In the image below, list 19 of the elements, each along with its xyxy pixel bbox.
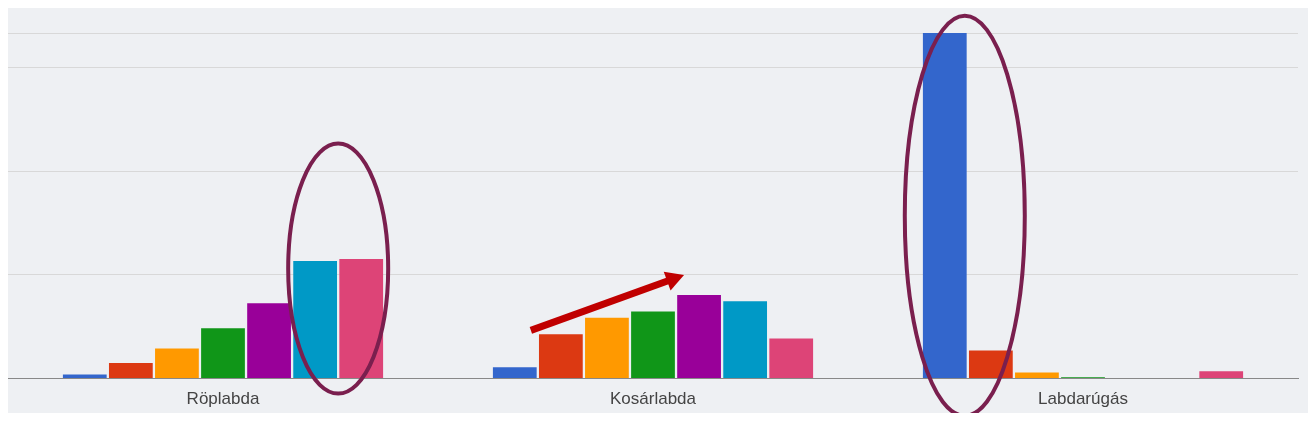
x-tick-label: Labdarúgás [1038,389,1128,409]
bar [155,348,199,379]
bar [1199,371,1244,379]
bar [723,301,768,379]
bar [677,294,721,379]
bar [293,261,338,379]
bar [339,259,384,379]
bar [492,367,537,379]
bar [108,363,153,379]
bar [201,328,245,379]
bar [585,317,629,379]
bar [247,303,291,379]
bar [538,334,583,379]
bar [631,311,675,379]
x-tick-label: Kosárlabda [609,389,697,409]
x-tick-label: Röplabda [186,389,260,409]
bar [1015,372,1059,379]
bar [769,338,814,379]
bar [62,374,107,379]
